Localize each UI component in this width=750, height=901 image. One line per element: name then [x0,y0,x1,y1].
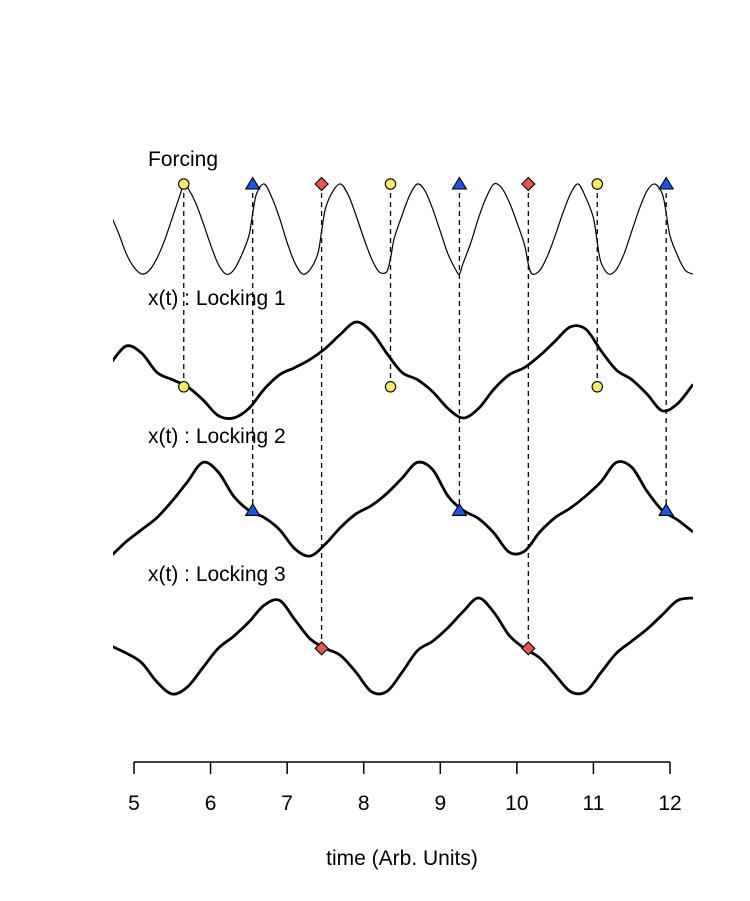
marker-circle [591,381,604,393]
x-tick-label: 7 [281,792,293,815]
marker-diamond [521,176,536,192]
marker-triangle [658,176,675,190]
curve-locking-3 [113,596,693,696]
x-axis-label: time (Arb. Units) [326,847,478,870]
panel-label-locking-1: x(t) : Locking 1 [148,287,286,310]
x-tick-label: 8 [358,792,370,815]
marker-circle [384,381,397,393]
curve-locking-1 [113,320,693,420]
panel-label-locking-2: x(t) : Locking 2 [148,425,286,448]
curve-locking-2 [113,460,693,558]
marker-diamond [521,641,536,656]
x-tick-label: 12 [658,792,681,815]
series-curves [113,182,693,696]
x-tick-label: 6 [205,792,217,815]
panel-labels: Forcing x(t) : Locking 1 x(t) : Locking … [148,148,286,586]
marker-triangle [451,176,468,190]
marker-triangle [244,176,261,190]
x-tick-label: 11 [583,792,605,815]
curve-forcing [113,182,693,275]
marker-triangle [244,502,261,516]
marker-circle [384,178,397,190]
x-tick-label: 5 [128,792,140,815]
x-axis: 5 6 7 8 9 10 11 12 time (Arb. Units) [128,761,682,870]
panel-label-locking-3: x(t) : Locking 3 [148,563,286,586]
marker-circle [178,178,190,190]
marker-diamond [314,641,329,656]
marker-circle [591,178,604,190]
marker-triangle [658,502,675,516]
drop-lines [183,184,667,649]
panel-label-forcing: Forcing [148,148,218,171]
x-tick-label: 9 [434,792,446,815]
marker-triangle [451,502,468,516]
series-markers [178,176,675,656]
marker-circle [178,381,190,393]
marker-diamond [314,176,329,192]
x-axis-ticks: 5 6 7 8 9 10 11 12 [128,762,682,815]
x-tick-label: 10 [505,792,528,815]
